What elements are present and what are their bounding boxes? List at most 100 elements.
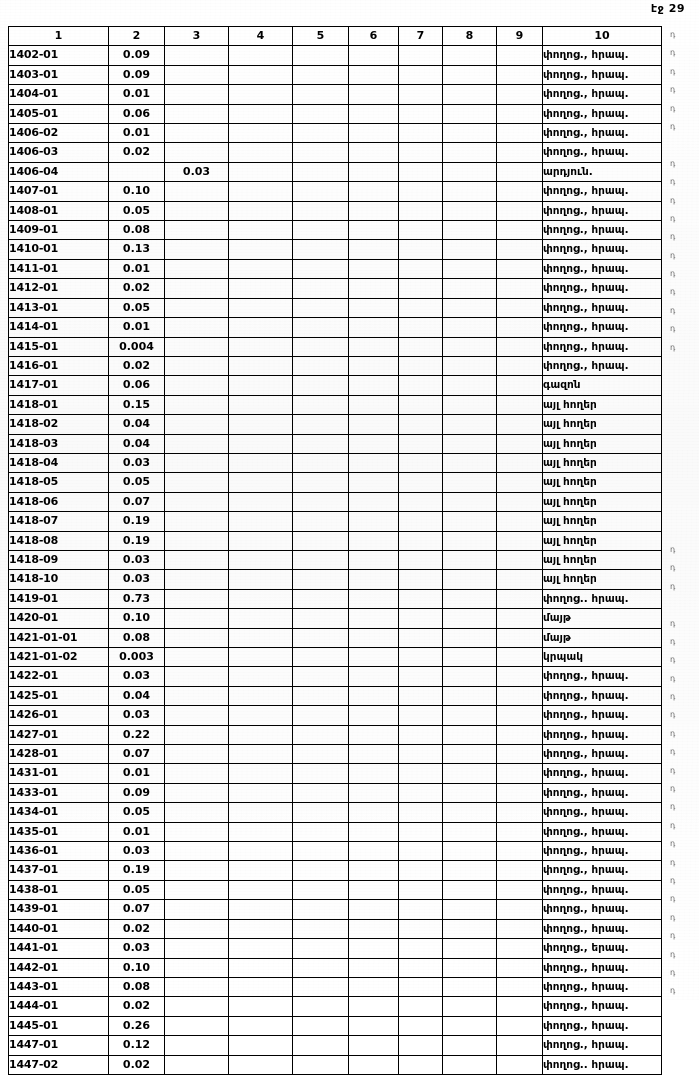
cell-col-8: [442, 161, 497, 183]
cell-col-8: [442, 297, 497, 319]
table-body: 1402-01 0.09 փողոց., հրապ. 1403-01 0.09 փողոց…: [8, 45, 662, 1075]
table-row: 1427-01 0.22 փողոց., հրապ.: [8, 724, 662, 746]
margin-mark: դ: [670, 784, 676, 794]
table-row: 1436-01 0.03 փողոց., հրապ.: [8, 841, 662, 862]
cell-col-3: [164, 258, 229, 280]
cell-col-7: [398, 530, 443, 551]
cell-col-6: [348, 938, 399, 959]
cell-col-5: [292, 64, 349, 86]
cell-parcel-id: 1418-05: [8, 472, 109, 493]
margin-mark: դ: [670, 692, 676, 702]
cell-col-9: [496, 705, 543, 726]
cell-col-7: [398, 549, 443, 571]
cell-land-type: փողոց., հրապ.: [542, 744, 662, 765]
cell-parcel-id: 1428-01: [8, 744, 109, 765]
cell-col-5: [292, 278, 349, 299]
table-row: 1406-04 0.03 արդյուն.: [8, 161, 662, 183]
table-row: 1417-01 0.06 գազոն: [8, 375, 662, 396]
cell-col-4: [228, 84, 293, 105]
cell-col-6: [348, 744, 399, 765]
cell-parcel-id: 1418-06: [8, 491, 109, 513]
cell-col-5: [292, 608, 349, 629]
cell-col-7: [398, 278, 443, 299]
table-row: 1418-10 0.03 այլ հողեր: [8, 569, 662, 590]
cell-col-8: [442, 123, 497, 144]
cell-parcel-id: 1447-02: [8, 1054, 109, 1075]
cell-col-3: [164, 181, 229, 202]
cell-land-type: փողոց., հրապ.: [542, 123, 662, 144]
cell-col-8: [442, 452, 497, 474]
cell-parcel-id: 1447-01: [8, 1035, 109, 1056]
table-row: 1447-01 0.12 փողոց., հրապ.: [8, 1035, 662, 1056]
cell-col-5: [292, 705, 349, 726]
cell-col-8: [442, 802, 497, 823]
cell-land-type: փողոց., հրապ.: [542, 64, 662, 86]
cell-col-4: [228, 685, 293, 707]
table-row: 1433-01 0.09 փողոց., հրապ.: [8, 782, 662, 804]
cell-col-3: [164, 957, 229, 978]
cell-col-4: [228, 297, 293, 319]
cell-col-3: [164, 938, 229, 959]
cell-col-5: [292, 1015, 349, 1037]
cell-col-9: [496, 142, 543, 163]
cell-col-4: [228, 666, 293, 687]
cell-col-7: [398, 511, 443, 532]
cell-col-4: [228, 142, 293, 163]
cell-parcel-id: 1441-01: [8, 938, 109, 959]
cell-col-5: [292, 433, 349, 454]
cell-col-7: [398, 899, 443, 920]
cell-col-7: [398, 200, 443, 222]
margin-mark: դ: [670, 710, 676, 720]
cell-col-4: [228, 1015, 293, 1037]
cell-col-3: [164, 433, 229, 454]
cell-col-3: [164, 685, 229, 707]
cell-col-7: [398, 375, 443, 396]
table-row: 1426-01 0.03 փողոց., հրապ.: [8, 705, 662, 726]
cell-col-6: [348, 821, 399, 843]
cell-col-2: 0.10: [108, 957, 165, 978]
cell-parcel-id: 1440-01: [8, 918, 109, 940]
cell-col-6: [348, 45, 399, 66]
cell-col-2: 0.08: [108, 220, 165, 241]
cell-col-7: [398, 394, 443, 416]
cell-col-4: [228, 608, 293, 629]
cell-col-3: [164, 608, 229, 629]
cell-col-8: [442, 336, 497, 357]
cell-col-5: [292, 938, 349, 959]
cell-col-5: [292, 375, 349, 396]
cell-col-3: [164, 724, 229, 746]
cell-land-type: այլ հողեր: [542, 414, 662, 435]
cell-col-5: [292, 860, 349, 881]
cell-col-3: [164, 782, 229, 804]
cell-col-3: [164, 394, 229, 416]
cell-col-7: [398, 879, 443, 901]
cell-col-6: [348, 530, 399, 551]
cell-col-9: [496, 938, 543, 959]
cell-col-3: [164, 200, 229, 222]
cell-land-type: այլ հողեր: [542, 530, 662, 551]
cell-col-5: [292, 627, 349, 649]
cell-col-4: [228, 317, 293, 338]
table-row: 1418-09 0.03 այլ հողեր: [8, 549, 662, 571]
cell-col-2: 0.03: [108, 705, 165, 726]
cell-col-3: [164, 103, 229, 125]
margin-mark: դ: [670, 85, 676, 95]
table-row: 1437-01 0.19 փողոց., հրապ.: [8, 860, 662, 881]
margin-mark: դ: [670, 636, 676, 646]
cell-parcel-id: 1437-01: [8, 860, 109, 881]
cell-col-7: [398, 45, 443, 66]
cell-land-type: այլ հողեր: [542, 452, 662, 474]
cell-col-8: [442, 414, 497, 435]
cell-col-7: [398, 491, 443, 513]
cell-parcel-id: 1413-01: [8, 297, 109, 319]
cell-land-type: փողոց., հրապ.: [542, 297, 662, 319]
cell-col-7: [398, 84, 443, 105]
cell-col-7: [398, 666, 443, 687]
cell-col-3: [164, 821, 229, 843]
cell-col-5: [292, 685, 349, 707]
cell-col-2: 0.02: [108, 1054, 165, 1075]
cell-col-5: [292, 161, 349, 183]
cell-col-2: 0.09: [108, 64, 165, 86]
cell-parcel-id: 1418-03: [8, 433, 109, 454]
cell-col-7: [398, 744, 443, 765]
